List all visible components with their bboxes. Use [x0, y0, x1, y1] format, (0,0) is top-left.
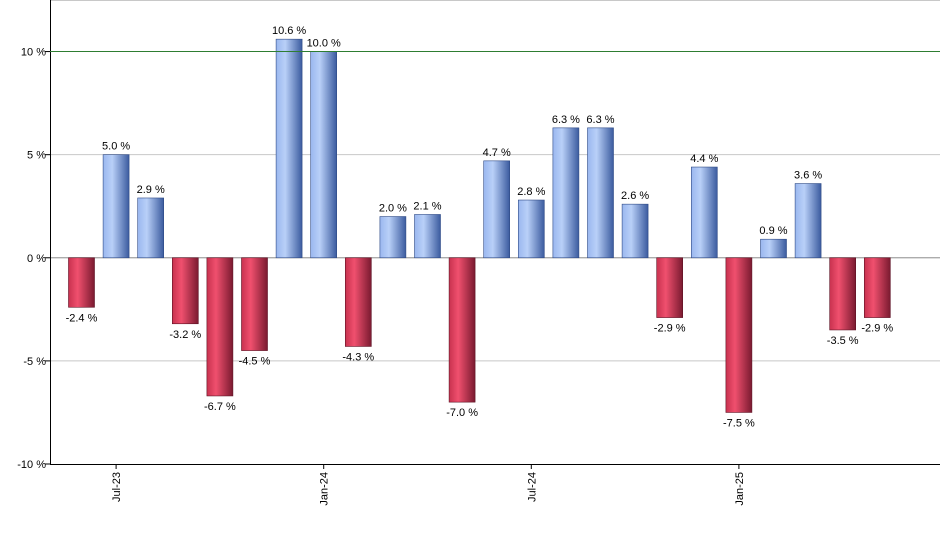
data-label: 2.1 %	[413, 200, 441, 212]
bar-nov-24	[656, 257, 684, 318]
bar-feb-24	[344, 257, 372, 347]
data-label: -2.9 %	[861, 323, 893, 335]
data-label: 6.3 %	[586, 114, 614, 126]
bar-sep-24	[587, 127, 614, 259]
data-label: 10.0 %	[307, 38, 341, 50]
bar-dec-24	[690, 166, 718, 259]
x-tick-label: Jul-23	[111, 472, 123, 502]
data-label: 0.9 %	[759, 225, 787, 237]
bar-feb-25	[760, 238, 787, 259]
data-label: -4.3 %	[342, 351, 374, 363]
data-label: -2.9 %	[654, 323, 686, 335]
y-tick-label: 0 %	[27, 253, 46, 265]
bar-jul-23	[102, 154, 130, 259]
x-tick-label: Jul-24	[526, 472, 538, 502]
bar-jan-25	[725, 257, 753, 413]
bar-jan-24	[310, 51, 338, 259]
axes: -10 % -5 % 0 % 5 % 10 % Jul-23 Jan-24 Jul-24 Jan…	[17, 0, 940, 506]
bar-sep-23	[172, 257, 199, 325]
data-label: 10.6 %	[272, 25, 306, 37]
data-label: 6.3 %	[552, 114, 580, 126]
y-tick-label: -10 %	[17, 459, 46, 471]
bar-oct-23	[206, 257, 234, 397]
data-label: 4.7 %	[483, 147, 511, 159]
data-label: 3.6 %	[794, 170, 822, 182]
x-tick-label: Jan-25	[734, 472, 746, 506]
bar-aug-23	[137, 197, 164, 259]
data-label: 2.9 %	[137, 184, 165, 196]
bar-apr-25	[829, 257, 857, 331]
bar-jun-24	[483, 160, 511, 259]
data-label: 2.6 %	[621, 190, 649, 202]
data-label: 2.0 %	[379, 203, 407, 215]
bar-aug-24	[552, 127, 580, 259]
bar-jun-23	[68, 257, 95, 308]
bar-oct-24	[621, 203, 649, 259]
data-label: -4.5 %	[239, 356, 271, 368]
data-label: 5.0 %	[102, 141, 130, 153]
bar-may-24	[448, 257, 476, 403]
data-label: -7.0 %	[446, 407, 478, 419]
bar-dec-23	[275, 38, 303, 259]
y-tick-label: -5 %	[23, 356, 46, 368]
bar-mar-24	[379, 216, 407, 259]
data-label: -6.7 %	[204, 401, 236, 413]
y-tick-label: 5 %	[27, 150, 46, 162]
data-label: 2.8 %	[517, 186, 545, 198]
bar-mar-25	[794, 183, 822, 259]
data-label: -3.5 %	[827, 335, 859, 347]
y-tick-label: 10 %	[21, 47, 46, 59]
bar-may-25	[863, 257, 891, 318]
data-label: 4.4 %	[690, 153, 718, 165]
data-labels: -2.4 % 5.0 % 2.9 % -3.2 % -6.7 % -4.5 % 10.6 %…	[50, 25, 940, 429]
data-label: -7.5 %	[723, 417, 755, 429]
bar-nov-23	[241, 257, 268, 351]
x-tick-label: Jan-24	[319, 472, 331, 506]
data-label: -2.4 %	[66, 312, 98, 324]
bar-apr-24	[414, 214, 441, 259]
data-label: -3.2 %	[169, 329, 201, 341]
bars	[68, 38, 891, 413]
bar-jul-24	[517, 199, 545, 259]
